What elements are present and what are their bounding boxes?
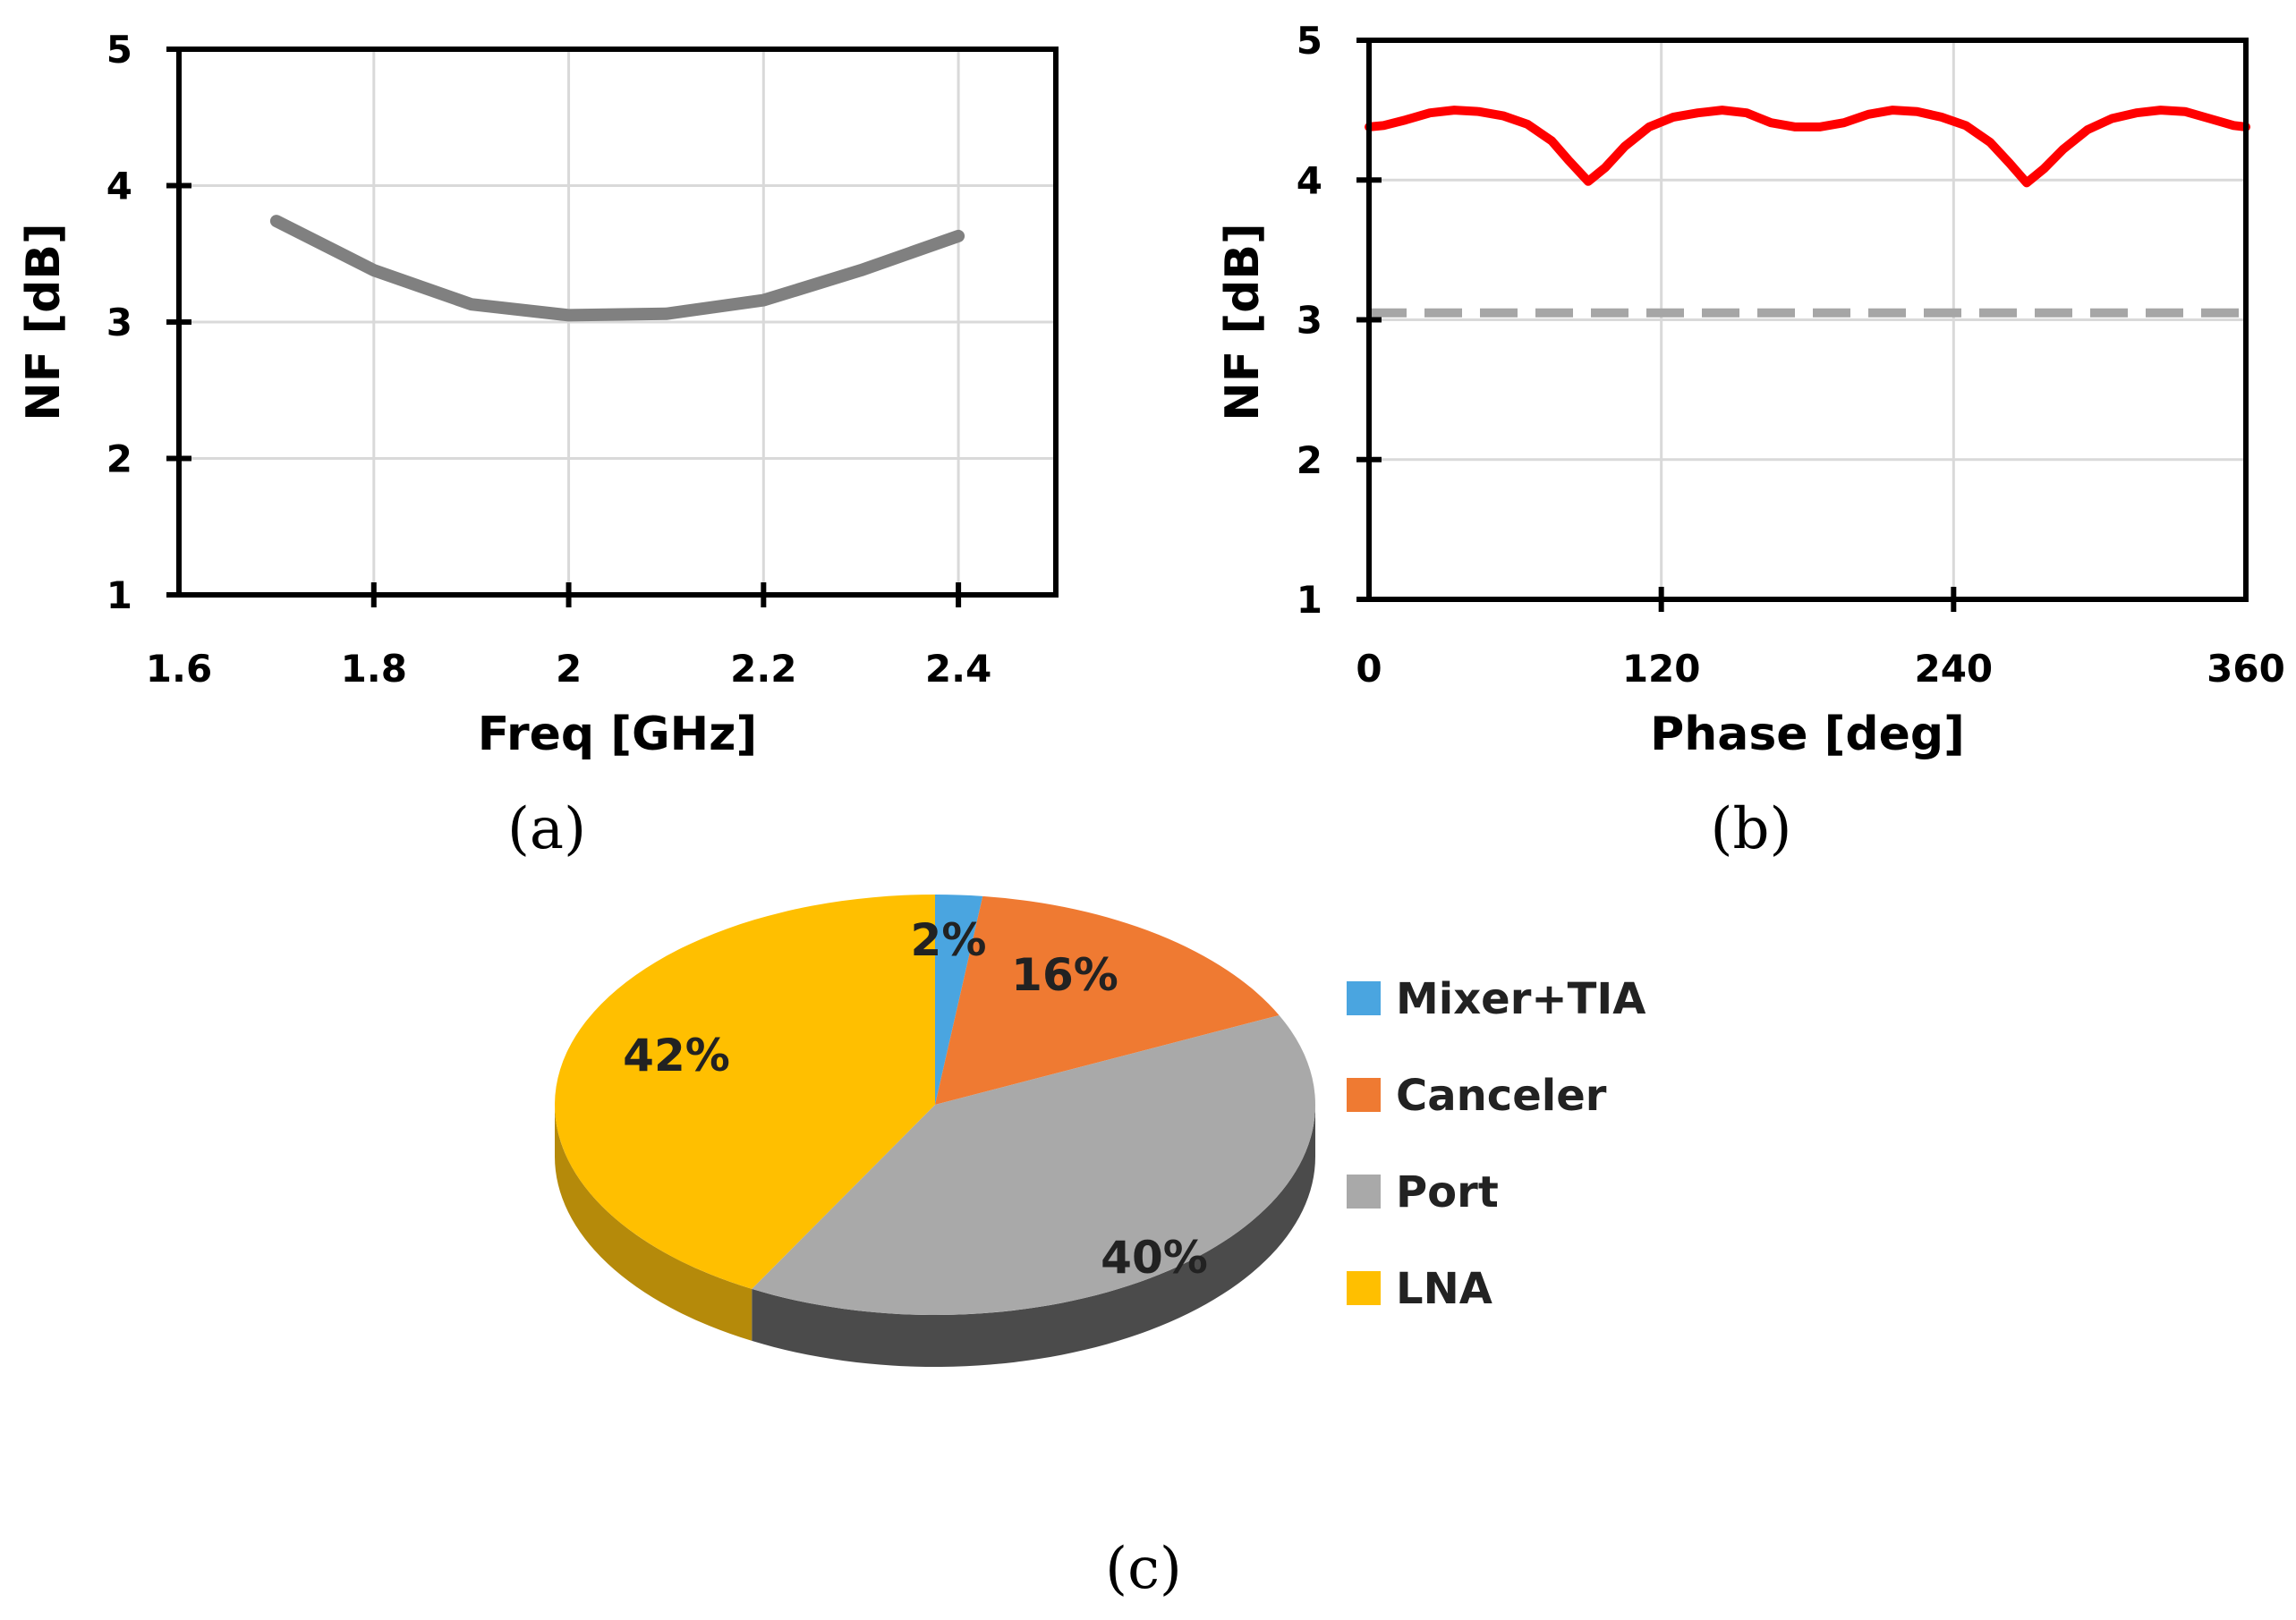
pie-label-mixer-tia: 2% — [911, 914, 987, 966]
chart-c-labels: 2% 16% 40% 42% — [623, 914, 1208, 1284]
legend-swatch-lna — [1347, 1271, 1381, 1305]
chart-b: 1 2 3 4 5 0 120 240 360 Phase [deg] NF [dB] (b) — [1216, 19, 2285, 862]
pie-slice-canceler — [935, 895, 1280, 1105]
chart-a-ytick-label: 4 — [106, 165, 132, 208]
legend-label-canceler: Canceler — [1396, 1071, 1607, 1121]
chart-b-xtick-label: 0 — [1356, 647, 1382, 691]
chart-a-xtick-label: 2 — [556, 647, 582, 691]
chart-a-ytick-label: 2 — [106, 437, 132, 481]
pie-side-port — [752, 1105, 1315, 1367]
chart-b-ylabel: NF [dB] — [1216, 223, 1270, 421]
legend-label-port: Port — [1396, 1167, 1499, 1217]
pie-label-lna: 42% — [623, 1030, 730, 1081]
chart-c-panel-label: (c) — [1105, 1536, 1182, 1602]
legend-label-lna: LNA — [1396, 1264, 1492, 1314]
chart-b-xlabel: Phase [deg] — [1650, 708, 1965, 761]
chart-b-ytick-label: 5 — [1297, 19, 1322, 63]
chart-b-series — [1365, 106, 2250, 318]
chart-b-ytick-label: 4 — [1297, 158, 1322, 202]
chart-a-xlabel: Freq [GHz] — [478, 708, 757, 761]
chart-b-grid — [1369, 40, 2246, 599]
chart-c: 2% 16% 40% 42% Mixer+TIA Canceler Port LNA (c) — [555, 895, 1645, 1602]
chart-a: 1 2 3 4 5 1.6 1.8 2 2.2 2.4 Freq [GHz] NF [dB] (a… — [17, 28, 1059, 862]
legend-swatch-mixer-tia — [1347, 981, 1381, 1015]
chart-a-series-0-line — [269, 215, 965, 322]
chart-b-xtick-label: 120 — [1622, 647, 1701, 691]
pie-label-port: 40% — [1101, 1232, 1208, 1284]
pie-slice-port — [752, 1014, 1315, 1315]
chart-a-xtick-label: 1.8 — [341, 647, 407, 691]
chart-a-ytick-label: 3 — [106, 301, 132, 344]
chart-c-legend: Mixer+TIA Canceler Port LNA — [1347, 974, 1645, 1314]
chart-b-panel-label: (b) — [1711, 796, 1792, 862]
pie-slice-mixer-tia — [935, 895, 983, 1105]
legend-swatch-canceler — [1347, 1078, 1381, 1112]
chart-a-ylabel: NF [dB] — [17, 223, 71, 421]
chart-c-pie — [555, 895, 1315, 1367]
chart-b-series-0-line — [1365, 106, 2250, 188]
chart-b-xtick-label: 360 — [2207, 647, 2285, 691]
chart-a-ytick-label: 1 — [106, 573, 132, 617]
chart-b-xtick-label: 240 — [1914, 647, 1993, 691]
chart-a-ytick-label: 5 — [106, 28, 132, 72]
chart-a-xtick-label: 2.2 — [730, 647, 796, 691]
pie-label-canceler: 16% — [1011, 949, 1118, 1001]
chart-a-xtick-label: 1.6 — [146, 647, 212, 691]
chart-b-ytick-label: 3 — [1297, 299, 1322, 343]
chart-a-ticks: 1 2 3 4 5 1.6 1.8 2 2.2 2.4 — [106, 28, 992, 691]
chart-a-xtick-label: 2.4 — [925, 647, 991, 691]
legend-label-mixer-tia: Mixer+TIA — [1396, 974, 1645, 1024]
chart-a-grid — [179, 49, 1056, 595]
chart-b-ticks: 1 2 3 4 5 0 120 240 360 — [1297, 19, 2285, 691]
pie-side-lna — [555, 1105, 753, 1341]
legend-swatch-port — [1347, 1175, 1381, 1209]
chart-b-ytick-label: 1 — [1297, 578, 1322, 622]
chart-b-ytick-label: 2 — [1297, 438, 1322, 482]
chart-a-panel-label: (a) — [507, 796, 586, 862]
chart-a-series — [269, 215, 965, 322]
pie-slice-lna — [555, 895, 935, 1289]
